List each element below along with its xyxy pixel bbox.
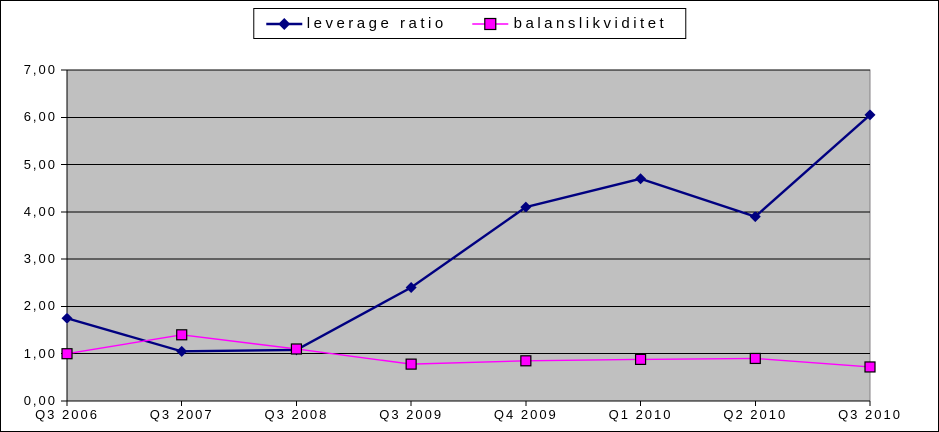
x-axis-tick-label: Q4 2009: [493, 407, 558, 422]
y-axis-tick-label: 6,00: [23, 109, 57, 125]
legend-label-balanslikviditet: balanslikviditet: [513, 15, 668, 32]
y-axis-tick-label: 1,00: [23, 345, 57, 361]
legend-item-leverage-ratio: leverage ratio: [265, 15, 447, 32]
legend-square-marker-icon: [472, 17, 509, 30]
legend-label-leverage-ratio: leverage ratio: [306, 15, 447, 32]
y-axis-tick-label: 3,00: [23, 251, 57, 267]
x-axis-tick-label: Q1 2010: [608, 407, 673, 422]
y-axis-tick-label: 5,00: [23, 156, 57, 172]
y-axis-tick-label: 0,00: [23, 393, 57, 408]
x-axis-tick-label: Q3 2008: [264, 407, 329, 422]
legend-item-balanslikviditet: balanslikviditet: [472, 15, 668, 32]
x-axis-tick-label: Q3 2007: [149, 407, 214, 422]
y-axis-tick-label: 2,00: [23, 298, 57, 314]
y-axis-tick-label: 4,00: [23, 203, 57, 219]
x-axis-tick-label: Q2 2010: [723, 407, 788, 422]
x-axis-tick-label: Q3 2010: [838, 407, 902, 422]
x-axis-tick-label: Q3 2006: [35, 407, 99, 422]
legend-diamond-marker-icon: [265, 17, 302, 30]
y-axis-tick-label: 7,00: [23, 62, 57, 77]
x-axis-tick-label: Q3 2009: [379, 407, 444, 422]
chart-legend: leverage ratio balanslikviditet: [252, 8, 687, 39]
